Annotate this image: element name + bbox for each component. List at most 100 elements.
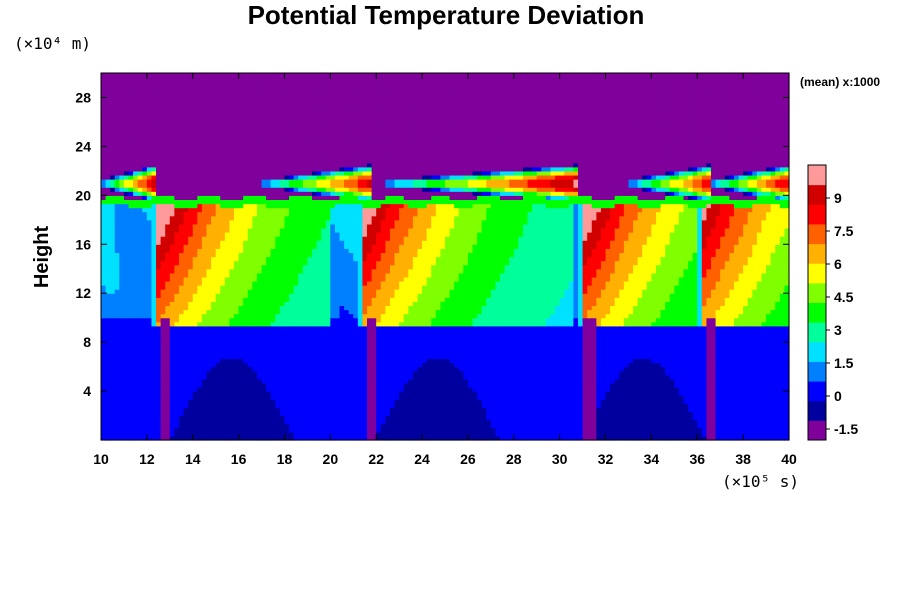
heatmap-cell — [110, 81, 116, 86]
heatmap-cell — [206, 179, 212, 184]
heatmap-cell — [256, 195, 263, 201]
heatmap-cell — [316, 333, 322, 339]
heatmap-cell — [169, 382, 175, 388]
heatmap-cell — [174, 280, 180, 286]
heatmap-cell — [146, 126, 153, 131]
heatmap-cell — [183, 223, 189, 229]
heatmap-cell — [142, 256, 148, 262]
heatmap-cell — [133, 240, 139, 245]
heatmap-cell — [192, 256, 198, 262]
heatmap-cell — [201, 342, 208, 347]
heatmap-cell — [289, 354, 295, 360]
heatmap-cell — [165, 101, 171, 107]
heatmap-cell — [105, 329, 111, 335]
heatmap-cell — [192, 252, 198, 258]
heatmap-cell — [105, 130, 111, 135]
heatmap-cell — [137, 268, 143, 274]
heatmap-cell — [339, 358, 345, 364]
heatmap-cell — [178, 89, 185, 94]
heatmap-cell — [178, 427, 185, 433]
heatmap-cell — [321, 211, 327, 217]
heatmap-cell — [321, 154, 327, 160]
heatmap-cell — [234, 354, 240, 360]
heatmap-cell — [307, 264, 313, 270]
heatmap-cell — [211, 81, 217, 86]
heatmap-cell — [146, 342, 153, 347]
heatmap-cell — [101, 358, 107, 364]
heatmap-cell — [123, 386, 130, 392]
heatmap-cell — [174, 174, 180, 180]
heatmap-cell — [330, 305, 336, 311]
heatmap-cell — [316, 113, 322, 119]
heatmap-cell — [261, 215, 267, 221]
heatmap-cell — [201, 211, 208, 217]
heatmap-cell — [169, 113, 175, 119]
heatmap-cell — [201, 317, 208, 323]
heatmap-cell — [206, 109, 212, 115]
heatmap-cell — [211, 431, 217, 437]
heatmap-cell — [101, 325, 107, 331]
heatmap-cell — [105, 89, 111, 94]
heatmap-cell — [137, 97, 143, 103]
heatmap-cell — [325, 158, 331, 164]
heatmap-cell — [192, 415, 198, 421]
heatmap-cell — [330, 236, 336, 241]
heatmap-cell — [146, 301, 153, 307]
heatmap-cell — [348, 354, 354, 360]
heatmap-cell — [178, 338, 185, 343]
heatmap-cell — [330, 232, 336, 237]
heatmap-cell — [160, 195, 166, 201]
heatmap-cell — [133, 338, 139, 343]
heatmap-cell — [128, 154, 134, 160]
heatmap-cell — [160, 325, 166, 331]
heatmap-cell — [224, 358, 231, 364]
heatmap-cell — [206, 260, 212, 266]
heatmap-cell — [311, 154, 318, 160]
heatmap-cell — [105, 411, 111, 417]
heatmap-cell — [302, 219, 308, 225]
heatmap-cell — [169, 272, 175, 278]
heatmap-cell — [247, 358, 253, 364]
heatmap-cell — [353, 407, 359, 413]
heatmap-cell — [321, 366, 327, 372]
heatmap-cell — [302, 203, 308, 209]
heatmap-cell — [243, 244, 249, 249]
heatmap-cell — [325, 370, 331, 376]
heatmap-cell — [325, 395, 331, 400]
heatmap-cell — [321, 227, 327, 233]
heatmap-cell — [119, 215, 125, 221]
heatmap-cell — [174, 297, 180, 302]
heatmap-cell — [307, 142, 313, 147]
heatmap-cell — [123, 391, 130, 396]
heatmap-cell — [156, 362, 162, 368]
heatmap-cell — [307, 407, 313, 413]
heatmap-cell — [215, 395, 221, 400]
heatmap-cell — [275, 325, 281, 331]
heatmap-cell — [133, 378, 139, 384]
heatmap-cell — [234, 244, 240, 249]
heatmap-cell — [211, 170, 217, 176]
heatmap-cell — [311, 207, 318, 213]
heatmap-cell — [224, 256, 231, 262]
heatmap-cell — [156, 81, 162, 86]
heatmap-cell — [344, 81, 350, 86]
heatmap-cell — [151, 105, 157, 111]
heatmap-cell — [348, 358, 354, 364]
heatmap-cell — [243, 313, 249, 319]
heatmap-cell — [266, 370, 272, 376]
heatmap-cell — [188, 195, 194, 201]
heatmap-cell — [339, 423, 345, 429]
heatmap-cell — [234, 293, 240, 298]
heatmap-cell — [174, 338, 180, 343]
heatmap-cell — [114, 81, 120, 86]
heatmap-cell — [316, 378, 322, 384]
heatmap-cell — [211, 342, 217, 347]
heatmap-cell — [311, 130, 318, 135]
heatmap-cell — [101, 138, 107, 143]
heatmap-cell — [284, 162, 290, 168]
heatmap-cell — [156, 150, 162, 156]
heatmap-cell — [110, 382, 116, 388]
heatmap-cell — [133, 81, 139, 86]
heatmap-cell — [234, 77, 240, 82]
heatmap-cell — [339, 166, 345, 172]
